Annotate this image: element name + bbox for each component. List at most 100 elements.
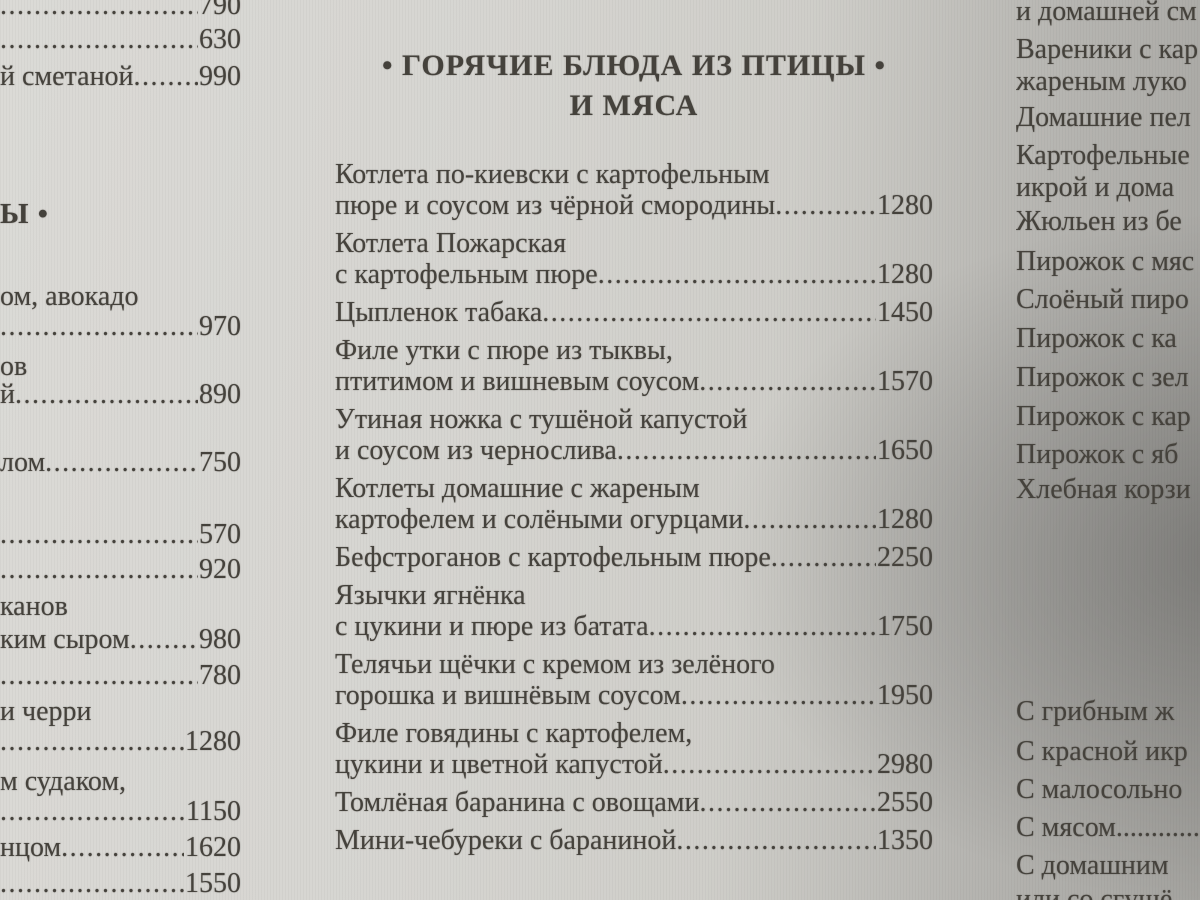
item-name: и соусом из чернослива (335, 435, 617, 466)
item-price: 1350 (877, 825, 933, 856)
item-price: 980 (199, 624, 241, 655)
section-header-fragment: Ы • (0, 198, 241, 230)
item-name: Мини-чебуреки с бараниной (335, 825, 677, 856)
dot-leader: ........................................… (662, 749, 876, 780)
menu-row-fragment: С домашним (1016, 850, 1169, 881)
menu-item: Котлета по-киевски с картофельным пюре и … (335, 159, 933, 221)
item-price: 750 (199, 447, 241, 478)
item-line: с картофельным пюре.....................… (335, 259, 933, 290)
item-name-fragment: ким сыром (0, 624, 130, 655)
item-price: 2550 (877, 787, 933, 818)
item-line: Филе говядины с картофелем, (335, 718, 693, 749)
item-line: Филе утки с пюре из тыквы, (335, 335, 673, 366)
menu-item: Язычки ягнёнка с цукини и пюре из батата.… (335, 580, 933, 642)
item-name-fragment: Ы • (0, 198, 49, 230)
dot-leader: ........................................… (0, 519, 198, 550)
dot-leader: ........................................… (676, 825, 876, 856)
menu-row-fragment: ом, авокадо (0, 281, 241, 313)
item-price: 1150 (186, 796, 241, 827)
menu-row-fragment: С красной икр (1016, 736, 1188, 767)
menu-row-fragment: ........................................… (0, 868, 241, 900)
dot-leader: ........................................… (45, 447, 198, 478)
section-title: • ГОРЯЧИЕ БЛЮДА ИЗ ПТИЦЫ • И МЯСА (335, 46, 933, 126)
menu-row-fragment: и черри (0, 696, 241, 728)
dot-leader: ........................................… (542, 297, 876, 328)
menu-item: Мини-чебуреки с бараниной...............… (335, 825, 933, 856)
item-line: Котлета Пожарская (335, 228, 567, 259)
dot-leader: ........................................… (0, 0, 198, 21)
menu-row-fragment: Вареники с кар (1016, 34, 1199, 65)
menu-row-fragment: Пирожок с ка (1016, 323, 1177, 354)
item-price: 1280 (877, 504, 933, 535)
menu-row-fragment: ........................................… (0, 311, 241, 343)
item-price: 890 (199, 379, 241, 410)
dot-leader: ........................................… (0, 554, 198, 585)
menu-row-fragment: ов (0, 351, 241, 383)
dot-leader: ........................................… (129, 624, 198, 655)
menu-item: Филе говядины с картофелем, цукини и цвет… (335, 718, 933, 780)
menu-row-fragment: ........................................… (0, 24, 241, 56)
dot-leader: ........................................… (61, 832, 184, 863)
item-line: и соусом из чернослива..................… (335, 435, 933, 466)
item-name-fragment: нцом (0, 832, 62, 863)
item-price: 780 (199, 660, 241, 691)
item-name-fragment: ов (0, 351, 28, 382)
menu-row-fragment: икрой и дома (1016, 172, 1175, 203)
item-name: картофелем и солёными огурцами (335, 504, 744, 535)
dot-leader: ........................................… (0, 311, 198, 342)
menu-row-fragment: Слоёный пиро (1016, 284, 1189, 315)
item-name-fragment: лом (0, 447, 46, 478)
dot-leader: ........................................… (597, 259, 876, 290)
right-menu-column: и домашней см Вареники с кар жареным луко Д… (1016, 0, 1200, 900)
menu-row-fragment: ........................................… (0, 726, 241, 758)
menu-row-fragment: ким сыром...............................… (0, 624, 241, 656)
item-line: Томлёная баранина с овощами.............… (335, 787, 933, 818)
item-name-fragment: м судаком, (0, 766, 127, 797)
menu-item: Телячьи щёчки с кремом из зелёного горошк… (335, 649, 933, 711)
dot-leader: ........................................… (699, 787, 876, 818)
menu-row-fragment: С мясом.............. (1016, 812, 1200, 843)
dot-leader: ........................................… (0, 24, 198, 55)
item-line: Котлета по-киевски с картофельным (335, 159, 770, 190)
menu-row-fragment: ........................................… (0, 519, 241, 551)
item-line: Котлеты домашние с жареным (335, 473, 700, 504)
menu-row-fragment: Жюльен из бе (1016, 206, 1182, 237)
item-price: 570 (199, 519, 241, 550)
menu-item: Бефстроганов с картофельным пюре........… (335, 542, 933, 573)
item-name: пюре и соусом из чёрной смородины (335, 190, 776, 221)
item-name-fragment: ом, авокадо (0, 281, 139, 312)
menu-row-fragment: С малосольно (1016, 774, 1183, 805)
menu-item: Котлеты домашние с жареным картофелем и с… (335, 473, 933, 535)
item-price: 1280 (185, 726, 241, 757)
menu-item: Цыпленок табака.........................… (335, 297, 933, 328)
dot-leader: ........................................… (0, 660, 198, 691)
menu-row-fragment: й.......................................… (0, 379, 241, 411)
menu-row-fragment: С грибным ж (1016, 696, 1175, 727)
menu-row-fragment: Пирожок с кар (1016, 401, 1191, 432)
item-name: птитимом и вишневым соусом (335, 366, 700, 397)
item-line: цукини и цветной капустой...............… (335, 749, 933, 780)
item-price: 790 (199, 0, 241, 21)
item-line: Язычки ягнёнка (335, 580, 526, 611)
item-line: Телячьи щёчки с кремом из зелёного (335, 649, 775, 680)
item-name: Цыпленок табака (335, 297, 543, 328)
menu-item: Томлёная баранина с овощами.............… (335, 787, 933, 818)
item-name: Бефстроганов с картофельным пюре (335, 542, 771, 573)
dot-leader: ........................................… (699, 366, 876, 397)
item-name-fragment: и черри (0, 696, 92, 727)
menu-row-fragment: нцом....................................… (0, 832, 241, 864)
item-price: 990 (199, 61, 241, 92)
menu-row-fragment: Пирожок с мяс (1016, 246, 1195, 277)
dot-leader: ........................................… (14, 379, 198, 410)
item-price: 1650 (877, 435, 933, 466)
dot-leader: ........................................… (0, 726, 184, 757)
dot-leader: ........................................… (133, 61, 198, 92)
menu-row-fragment: Картофельные (1016, 140, 1190, 171)
item-price: 1950 (877, 680, 933, 711)
menu-row-fragment: ........................................… (0, 660, 241, 692)
item-price: 1550 (185, 868, 241, 899)
dot-leader: ........................................… (775, 190, 876, 221)
item-price: 2250 (877, 542, 933, 573)
menu-row-fragment: канов (0, 591, 241, 623)
item-name: с картофельным пюре (335, 259, 598, 290)
